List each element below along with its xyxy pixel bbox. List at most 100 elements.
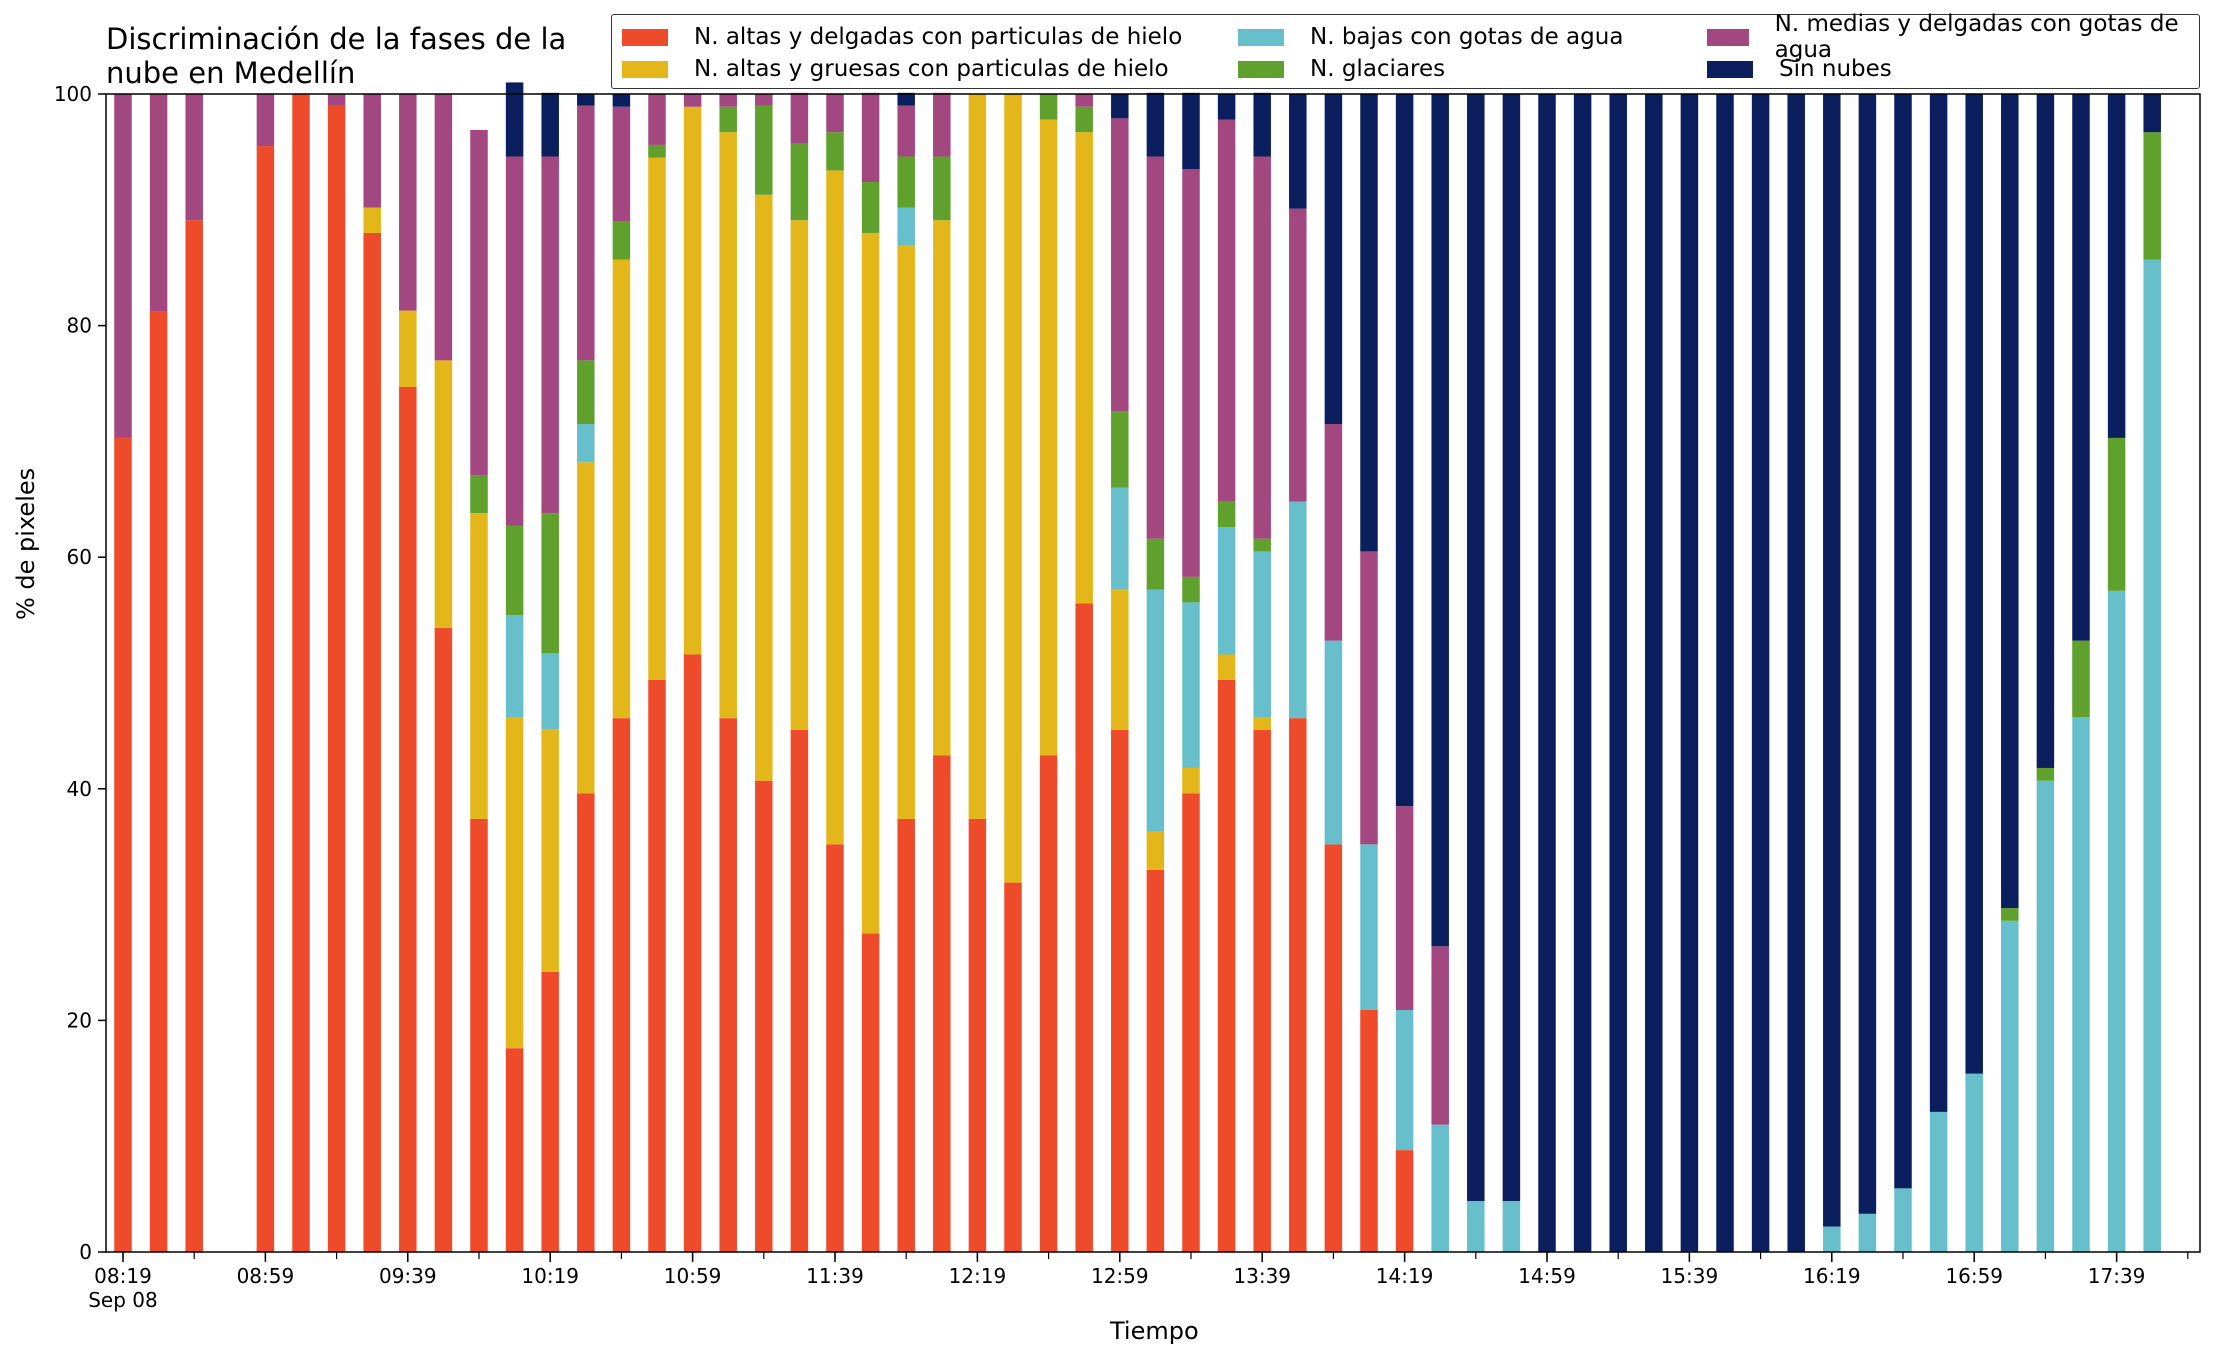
bar-segment — [648, 144, 666, 158]
x-tick-label: 12:19 — [949, 1264, 1007, 1288]
bar-segment — [861, 182, 880, 233]
bar-segment — [683, 106, 702, 655]
bar-segment — [612, 718, 631, 1252]
chart-title: Discriminación de la fases de la nube en… — [106, 22, 567, 90]
bar-segment — [1075, 94, 1093, 107]
bar-segment — [1146, 589, 1165, 832]
bar-segment — [1502, 94, 1521, 1202]
x-tick-label: 16:19 — [1803, 1264, 1861, 1288]
bar-segment — [1431, 1124, 1449, 1252]
y-tick-label: 80 — [67, 314, 92, 338]
bar-segment — [826, 132, 844, 171]
bar-segment — [577, 94, 595, 106]
bar-segment — [541, 92, 559, 157]
legend-swatch — [622, 28, 668, 46]
bar-segment — [1217, 119, 1236, 502]
x-axis-label: Tiempo — [1110, 1317, 1199, 1345]
bar-segment — [2143, 94, 2161, 133]
x-tick-label: 11:39 — [806, 1264, 864, 1288]
bar-segment — [363, 94, 381, 208]
bar-segment — [256, 94, 275, 147]
y-axis-label: % de pixeles — [12, 467, 40, 620]
bar-segment — [719, 94, 737, 107]
bar-segment — [719, 132, 737, 719]
x-tick-label: 16:59 — [1945, 1264, 2003, 1288]
bar-segment — [897, 105, 915, 157]
x-tick-label: 08:19 — [94, 1264, 152, 1288]
bar-segment — [897, 245, 915, 819]
bar-segment — [2143, 132, 2161, 260]
bar-segment — [1039, 119, 1058, 756]
bar-segment — [1289, 501, 1307, 719]
legend-label: N. altas y delgadas con particulas de hi… — [694, 24, 1183, 50]
bar-segment — [1253, 717, 1271, 730]
bar-segment — [933, 92, 951, 157]
bar-segment — [861, 933, 880, 1252]
bar-segment — [933, 755, 951, 1252]
bar-segment — [470, 513, 488, 819]
bar-segment — [1111, 118, 1129, 412]
x-tick-label: 10:59 — [664, 1264, 722, 1288]
bar-segment — [363, 207, 381, 233]
bar-segment — [826, 844, 844, 1252]
bar-segment — [1858, 94, 1877, 1214]
bar-segment — [114, 437, 132, 1252]
x-tick-label: 14:59 — [1518, 1264, 1576, 1288]
bar-segment — [1182, 92, 1200, 170]
bar-segment — [1289, 718, 1307, 1252]
bar-segment — [185, 220, 203, 1253]
bar-segment — [1965, 1073, 1983, 1252]
bar-segment — [1182, 793, 1200, 1252]
legend-item: N. altas y gruesas con particulas de hie… — [622, 53, 1169, 85]
bar-segment — [1253, 92, 1271, 157]
bar-segment — [897, 207, 915, 246]
bar-segment — [861, 232, 880, 934]
bar-segment — [434, 94, 453, 361]
bar-segment — [1182, 767, 1200, 794]
bar-segment — [1395, 94, 1414, 807]
bar-segment — [755, 105, 773, 195]
bar-segment — [470, 818, 488, 1252]
bar-segment — [1360, 1009, 1378, 1252]
y-tick-label: 60 — [67, 545, 92, 569]
bar-segment — [1538, 94, 1556, 1252]
bar-segment — [505, 82, 524, 157]
legend-label: N. glaciares — [1310, 56, 1446, 82]
bar-segment — [1004, 882, 1022, 1252]
x-tick-label: 14:19 — [1376, 1264, 1434, 1288]
x-tick-label: 17:39 — [2088, 1264, 2146, 1288]
bar-segment — [1039, 94, 1058, 120]
bar-segment — [363, 232, 381, 1252]
bar-segment — [1645, 94, 1663, 1252]
bar-segment — [1965, 94, 1983, 1074]
bar-segment — [327, 105, 346, 1253]
bar-segment — [505, 717, 524, 1049]
y-tick-label: 40 — [67, 777, 92, 801]
bar-segment — [1360, 94, 1378, 552]
bar-segment — [149, 94, 168, 312]
bar-segment — [1253, 156, 1271, 539]
bar-segment — [1182, 602, 1200, 768]
bar-segment — [149, 311, 168, 1252]
bar-segment — [2107, 437, 2126, 591]
bar-segment — [2036, 94, 2055, 768]
bar-segment — [1004, 94, 1022, 883]
bar-segment — [1823, 94, 1841, 1227]
bar-segment — [1360, 844, 1378, 1010]
bar-segment — [1751, 94, 1770, 1252]
bar-segment — [1146, 869, 1165, 1252]
bar-segment — [2036, 780, 2055, 1252]
x-tick-label: 13:39 — [1233, 1264, 1291, 1288]
bar-segment — [505, 525, 524, 616]
x-tick-label: Sep 08 — [88, 1288, 158, 1312]
bar-segment — [1217, 94, 1236, 120]
legend-item: N. glaciares — [1238, 53, 1445, 85]
bar-segment — [1324, 94, 1343, 425]
legend-swatch — [1238, 28, 1284, 46]
bar-segment — [1111, 487, 1129, 590]
bar-segment — [648, 679, 666, 1252]
bar-segment — [755, 94, 773, 106]
bar-segment — [1680, 94, 1699, 1252]
bar-segment — [648, 157, 666, 680]
plot-frame — [105, 93, 2201, 1253]
